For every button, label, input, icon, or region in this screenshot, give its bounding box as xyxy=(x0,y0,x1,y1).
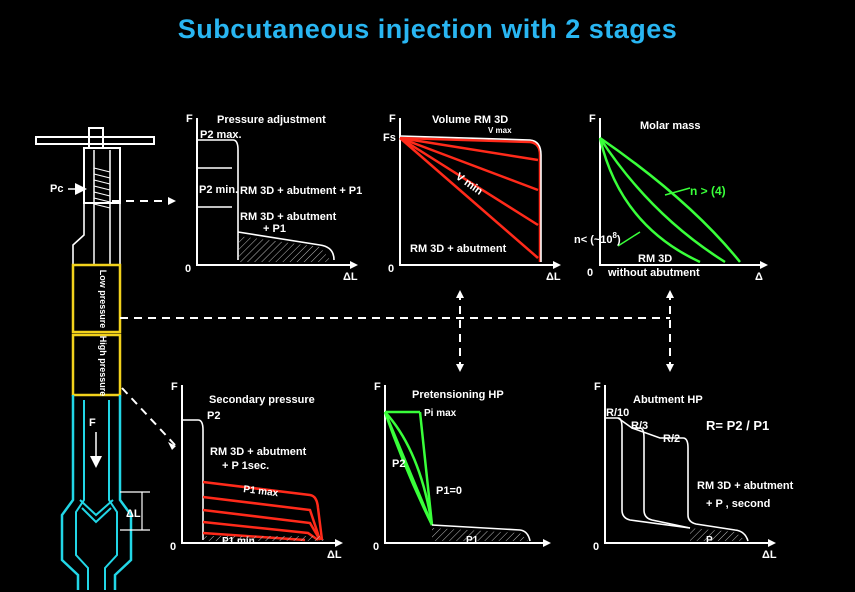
p6-origin: 0 xyxy=(593,541,599,553)
p6-p: P xyxy=(706,535,713,546)
lower-barrel-right xyxy=(113,395,133,590)
needle-cone xyxy=(79,499,114,524)
p6-rm1: RM 3D + abutment xyxy=(697,480,794,492)
p5-p1zero: P1=0 xyxy=(436,485,462,497)
p4-p1min: P1 min xyxy=(222,536,255,547)
high-pressure-chamber xyxy=(71,333,122,397)
force-label: F xyxy=(89,417,96,429)
p6-r2: R/2 xyxy=(663,433,680,445)
p2-origin: 0 xyxy=(388,263,394,275)
p1-label-p2min: P2 min. xyxy=(199,184,238,196)
p1-axis-x: ΔL xyxy=(343,271,358,283)
p4-title: Secondary pressure xyxy=(209,394,315,406)
p4-p1max: P1 max xyxy=(243,484,280,499)
p5-title: Pretensioning HP xyxy=(412,389,504,401)
p4-rm1: RM 3D + abutment xyxy=(210,446,307,458)
p1-label-plus-p1: + P1 xyxy=(263,223,286,235)
connector-lines xyxy=(112,200,671,446)
p6-title: Abutment HP xyxy=(633,394,703,406)
panel-secondary-pressure: F 0 ΔL Secondary pressure P2 RM 3D + abu… xyxy=(170,381,343,561)
p5-pimax: Pi max xyxy=(424,408,457,419)
injection-device: Pc Low pressure High pressure F ΔL xyxy=(35,127,155,590)
p5-axis-y: F xyxy=(374,381,381,393)
p1-label-p2max: P2 max. xyxy=(200,129,242,141)
p6-rm2: + P , second xyxy=(706,498,770,510)
p5-p2: P2 xyxy=(392,458,405,470)
p4-p2: P2 xyxy=(207,410,220,422)
p3-title: Molar mass xyxy=(640,120,701,132)
panel-molar-mass: F 0 Δ Molar mass n > (4) n< (~108) RM 3D… xyxy=(574,113,768,283)
p3-without: without abutment xyxy=(607,267,700,279)
high-pressure-label: High pressure xyxy=(98,336,108,397)
panel-pretensioning-hp: F 0 Pretensioning HP Pi max P2 P1=0 P1 xyxy=(373,381,551,553)
low-pressure-label: Low pressure xyxy=(98,270,108,329)
p6-formula: R= P2 / P1 xyxy=(706,418,769,433)
p2-bottom-label: RM 3D + abutment xyxy=(410,243,507,255)
p3-origin: 0 xyxy=(587,267,593,279)
p2-title: Volume RM 3D xyxy=(432,114,508,126)
panel-pressure-adjustment: F 0 ΔL Pressure adjustment P2 max. P2 mi… xyxy=(185,113,362,283)
p6-r3: R/3 xyxy=(631,420,648,432)
p4-rm2: + P 1sec. xyxy=(222,460,269,472)
p2-axis-y: F xyxy=(389,113,396,125)
p2-fs: Fs xyxy=(383,132,396,144)
p1-origin: 0 xyxy=(185,263,191,275)
p3-axis-y: F xyxy=(589,113,596,125)
p1-axis-y: F xyxy=(186,113,193,125)
low-pressure-chamber xyxy=(71,263,122,334)
t-handle-bar xyxy=(35,136,155,145)
p6-r10: R/10 xyxy=(606,407,629,419)
p4-origin: 0 xyxy=(170,541,176,553)
p3-axis-x: Δ xyxy=(755,271,763,283)
p5-origin: 0 xyxy=(373,541,379,553)
panel-volume-rm3d: F 0 ΔL Volume RM 3D Fs V max V min RM 3D… xyxy=(383,113,561,283)
p1-title: Pressure adjustment xyxy=(217,114,326,126)
p3-rm: RM 3D xyxy=(638,253,672,265)
p6-axis-y: F xyxy=(594,381,601,393)
p5-p1: P1 xyxy=(466,535,479,546)
device-upper-body xyxy=(83,147,121,204)
slide-title: Subcutaneous injection with 2 stages xyxy=(177,14,678,44)
p3-n-lt: n< (~108) xyxy=(574,231,621,246)
panel-abutment-hp: F 0 ΔL Abutment HP R= P2 / P1 R/10 R/3 R… xyxy=(593,381,794,561)
p1-label-rm: RM 3D + abutment xyxy=(240,211,337,223)
delta-l-label: ΔL xyxy=(126,508,141,520)
svg-text:n< (~108): n< (~108) xyxy=(574,231,621,246)
p3-n-gt: n > (4) xyxy=(690,184,726,198)
p6-axis-x: ΔL xyxy=(762,549,777,561)
p2-axis-x: ΔL xyxy=(546,271,561,283)
p2-vmin: V min xyxy=(453,171,485,198)
p2-vmax: V max xyxy=(488,126,512,135)
pc-label: Pc xyxy=(50,183,63,195)
p4-axis-x: ΔL xyxy=(327,549,342,561)
p1-label-rm-p1: RM 3D + abutment + P1 xyxy=(240,185,362,197)
lower-barrel-left xyxy=(60,395,80,590)
p4-axis-y: F xyxy=(171,381,178,393)
